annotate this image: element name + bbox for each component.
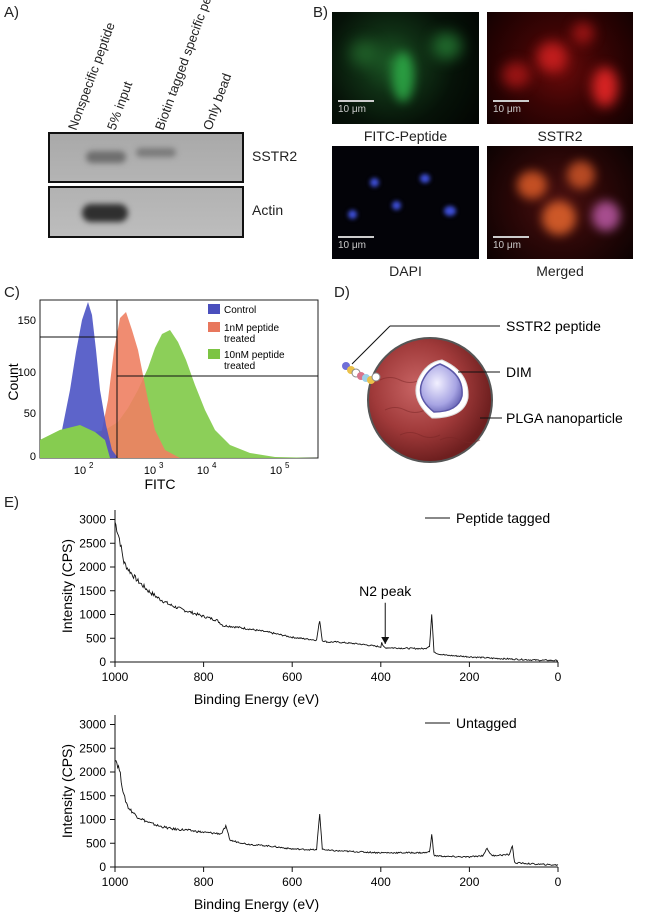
micro-label-merged: Merged bbox=[536, 263, 584, 279]
x-tick-label: 0 bbox=[555, 875, 562, 889]
y-tick-label: 2000 bbox=[79, 560, 106, 574]
y-tick-label: 500 bbox=[86, 836, 106, 850]
legend-label: Peptide tagged bbox=[456, 510, 550, 526]
x-tick-label: 600 bbox=[282, 670, 302, 684]
x-axis-label: Binding Energy (eV) bbox=[194, 896, 319, 912]
flow-fill-orange bbox=[92, 312, 180, 458]
schematic-label-plga: PLGA nanoparticle bbox=[506, 410, 623, 426]
panel-label-c: C) bbox=[4, 284, 20, 301]
panel-label-d: D) bbox=[334, 284, 350, 301]
micro-label-fitc: FITC-Peptide bbox=[363, 128, 448, 144]
y-tick-label: 1500 bbox=[79, 584, 106, 598]
scalebar-text-3: 10 μm bbox=[338, 240, 366, 251]
flow-fill-green-front bbox=[40, 425, 110, 458]
micrograph-dapi: 10 μm bbox=[332, 146, 479, 259]
x-tick-label: 800 bbox=[194, 670, 214, 684]
legend-1nm-line1: 1nM peptide bbox=[224, 323, 279, 334]
y-axis-label: Intensity (CPS) bbox=[59, 539, 75, 633]
y-tick-label: 3000 bbox=[79, 718, 106, 732]
y-tick-label: 2500 bbox=[79, 536, 106, 550]
legend-10nm-line2: treated bbox=[224, 361, 255, 372]
panel-label-b: B) bbox=[313, 4, 328, 21]
x-tick-label: 600 bbox=[282, 875, 302, 889]
blot-label-actin: Actin bbox=[252, 202, 284, 218]
y-tick-label: 0 bbox=[99, 860, 106, 874]
flow-xtick-exp-2: 3 bbox=[159, 461, 164, 470]
dim-core bbox=[419, 363, 463, 413]
x-tick-label: 800 bbox=[194, 875, 214, 889]
schematic-label-peptide: SSTR2 peptide bbox=[506, 318, 601, 334]
y-tick-label: 2000 bbox=[79, 765, 106, 779]
y-tick-label: 500 bbox=[86, 631, 106, 645]
flow-xtick-2: 10 bbox=[144, 465, 156, 477]
annotation-arrowhead bbox=[381, 636, 390, 644]
x-tick-label: 400 bbox=[371, 670, 391, 684]
series-line bbox=[114, 760, 559, 867]
y-tick-label: 1000 bbox=[79, 813, 106, 827]
micrograph-merged: 10 μm bbox=[487, 146, 633, 259]
x-tick-label: 200 bbox=[459, 875, 479, 889]
x-tick-label: 1000 bbox=[102, 875, 129, 889]
micro-label-dapi: DAPI bbox=[389, 263, 422, 279]
flow-xtick-exp-1: 2 bbox=[89, 461, 94, 470]
scalebar-text-4: 10 μm bbox=[493, 240, 521, 251]
lane-label-4: Only bead bbox=[199, 71, 235, 132]
flow-xtick-exp-3: 4 bbox=[212, 461, 217, 470]
x-tick-label: 1000 bbox=[102, 670, 129, 684]
x-tick-label: 200 bbox=[459, 670, 479, 684]
x-axis-label: Binding Energy (eV) bbox=[194, 691, 319, 707]
blot-sstr2 bbox=[48, 132, 244, 183]
schematic-label-dim: DIM bbox=[506, 364, 532, 380]
flow-ytick-50: 50 bbox=[24, 408, 36, 420]
flow-ytick-150: 150 bbox=[18, 315, 36, 327]
panel-label-a: A) bbox=[4, 4, 19, 21]
flow-xlabel: FITC bbox=[144, 476, 175, 490]
blot-actin bbox=[48, 186, 244, 238]
flow-fill-green bbox=[40, 330, 318, 458]
scalebar-text-2: 10 μm bbox=[493, 104, 521, 115]
y-tick-label: 2500 bbox=[79, 741, 106, 755]
y-tick-label: 1000 bbox=[79, 608, 106, 622]
flow-xtick-1: 10 bbox=[74, 465, 86, 477]
y-tick-label: 1500 bbox=[79, 789, 106, 803]
flow-histogram: Control 1nM peptide treated 10nM peptide… bbox=[5, 299, 319, 490]
flow-xtick-exp-4: 5 bbox=[285, 461, 290, 470]
legend-10nm-line1: 10nM peptide bbox=[224, 350, 285, 361]
flow-ytick-100: 100 bbox=[18, 367, 36, 379]
flow-ytick-0: 0 bbox=[30, 451, 36, 463]
legend-swatch-1nm bbox=[208, 322, 220, 332]
legend-swatch-10nm bbox=[208, 349, 220, 359]
flow-ylabel: Count bbox=[5, 363, 21, 400]
lane-label-2: 5% input bbox=[103, 79, 136, 132]
x-tick-label: 0 bbox=[555, 670, 562, 684]
flow-xtick-4: 10 bbox=[270, 465, 282, 477]
series-line bbox=[114, 521, 559, 662]
legend-label: Untagged bbox=[456, 715, 517, 731]
flow-fill-blue bbox=[55, 302, 118, 458]
micrograph-fitc: 10 μm bbox=[332, 12, 479, 124]
x-tick-label: 400 bbox=[371, 875, 391, 889]
y-axis-label: Intensity (CPS) bbox=[59, 744, 75, 838]
micrograph-sstr2: 10 μm bbox=[487, 12, 633, 124]
legend-1nm-line2: treated bbox=[224, 334, 255, 345]
nanoparticle-schematic: SSTR2 peptide DIM PLGA nanoparticle bbox=[342, 318, 623, 463]
annotation-n2-peak: N2 peak bbox=[359, 583, 412, 599]
peptide-chain bbox=[342, 362, 381, 384]
flow-xtick-3: 10 bbox=[197, 465, 209, 477]
micro-label-sstr2: SSTR2 bbox=[537, 128, 583, 144]
blot-label-sstr2: SSTR2 bbox=[252, 148, 298, 164]
y-tick-label: 3000 bbox=[79, 513, 106, 527]
legend-control: Control bbox=[224, 305, 256, 316]
panel-label-e: E) bbox=[4, 494, 19, 511]
scalebar-text-1: 10 μm bbox=[338, 104, 366, 115]
y-tick-label: 0 bbox=[99, 655, 106, 669]
legend-swatch-control bbox=[208, 304, 220, 314]
